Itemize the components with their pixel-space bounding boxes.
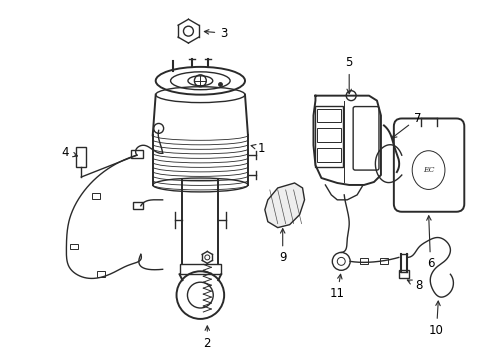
Bar [76, 147, 86, 167]
Bar [316, 105, 343, 167]
Text: 8: 8 [407, 279, 422, 292]
Bar [133, 202, 143, 209]
Text: 7: 7 [392, 112, 421, 138]
Bar [318, 129, 341, 142]
Bar [318, 148, 341, 162]
Bar [131, 150, 143, 158]
Bar [97, 271, 105, 277]
Text: 9: 9 [279, 229, 287, 265]
Bar [71, 243, 78, 249]
Bar [92, 193, 100, 199]
Text: 10: 10 [429, 301, 444, 337]
Bar [360, 258, 368, 264]
Text: 1: 1 [251, 142, 266, 155]
Text: 4: 4 [62, 146, 77, 159]
Text: 2: 2 [203, 326, 211, 350]
Text: EC: EC [423, 166, 434, 174]
Text: 5: 5 [345, 56, 353, 94]
Bar [380, 258, 388, 264]
Text: 6: 6 [427, 216, 434, 270]
Bar [318, 109, 341, 122]
Bar [399, 270, 409, 278]
Text: 11: 11 [330, 274, 345, 300]
Bar [179, 264, 221, 274]
Text: 3: 3 [204, 27, 227, 40]
Polygon shape [265, 183, 305, 228]
